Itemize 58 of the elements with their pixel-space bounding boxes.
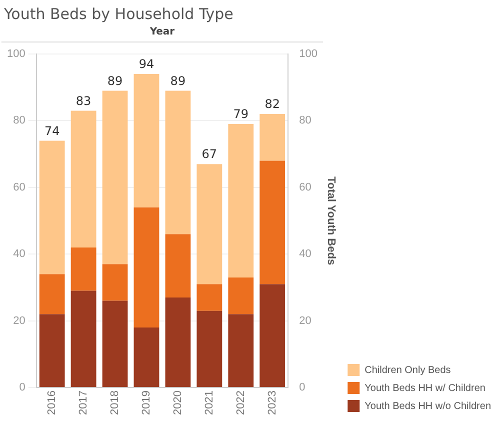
x-tick-label: 2017 bbox=[78, 390, 90, 416]
x-tick-label: 2022 bbox=[234, 390, 247, 416]
y2-tick-label: 20 bbox=[299, 314, 312, 327]
x-tick-label: 2023 bbox=[266, 390, 278, 416]
y2-tick-label: 100 bbox=[299, 48, 318, 60]
legend-label: Youth Beds HH w/ Children bbox=[364, 382, 486, 394]
bar bbox=[260, 114, 286, 161]
bar bbox=[134, 74, 160, 208]
bar bbox=[70, 290, 96, 388]
bar bbox=[260, 160, 286, 284]
bar bbox=[102, 264, 128, 301]
total-label: 89 bbox=[170, 74, 186, 88]
bar bbox=[134, 207, 160, 328]
y-tick-label: 20 bbox=[13, 314, 26, 327]
total-label: 82 bbox=[264, 97, 280, 112]
y-tick-label: 40 bbox=[13, 248, 26, 260]
y2-tick-label: 80 bbox=[299, 114, 312, 127]
bar bbox=[228, 124, 254, 278]
total-label: 67 bbox=[202, 147, 218, 162]
x-tick-label: 2018 bbox=[109, 390, 122, 416]
bar bbox=[102, 300, 128, 388]
x-tick-label: 2021 bbox=[203, 390, 216, 416]
y2-axis-title: Total Youth Beds bbox=[325, 176, 337, 266]
chart-title: Youth Beds by Household Type bbox=[3, 4, 234, 23]
y-tick-label: 100 bbox=[6, 48, 26, 60]
bar bbox=[260, 284, 286, 388]
x-axis-title: Year bbox=[148, 26, 175, 38]
total-label: 79 bbox=[233, 107, 249, 122]
legend-label: Youth Beds HH w/o Children bbox=[364, 400, 492, 412]
x-tick-label: 2019 bbox=[140, 390, 153, 416]
legend-label: Children Only Beds bbox=[364, 364, 451, 376]
y-tick-label: 60 bbox=[13, 181, 26, 194]
bar bbox=[196, 284, 222, 311]
total-label: 94 bbox=[138, 57, 154, 72]
x-tick-label: 2020 bbox=[172, 390, 184, 416]
bar bbox=[196, 164, 222, 284]
y2-tick-label: 0 bbox=[299, 382, 306, 394]
total-label: 89 bbox=[107, 74, 123, 88]
bar bbox=[39, 274, 65, 314]
bar bbox=[39, 140, 65, 274]
x-tick-label: 2016 bbox=[46, 390, 58, 416]
y2-tick-label: 60 bbox=[299, 181, 312, 194]
y-tick-label: 0 bbox=[19, 382, 26, 394]
bar bbox=[39, 314, 65, 388]
bar bbox=[196, 310, 222, 388]
bar bbox=[134, 327, 160, 388]
bar bbox=[228, 314, 254, 388]
bar bbox=[70, 110, 96, 248]
bar bbox=[165, 234, 191, 298]
y2-tick-label: 40 bbox=[299, 248, 312, 260]
bar bbox=[228, 277, 254, 314]
bar bbox=[70, 247, 96, 291]
bar bbox=[102, 90, 128, 264]
total-label: 74 bbox=[44, 124, 60, 138]
y-tick-label: 80 bbox=[13, 114, 26, 127]
bar bbox=[165, 297, 191, 388]
bar bbox=[165, 90, 191, 234]
total-label: 83 bbox=[76, 94, 92, 108]
